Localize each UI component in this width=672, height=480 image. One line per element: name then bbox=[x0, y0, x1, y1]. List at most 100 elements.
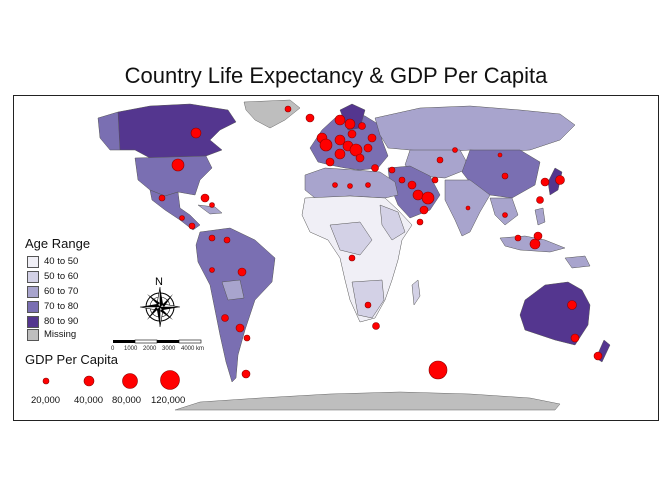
gdp-bubble-thailand bbox=[502, 212, 508, 218]
gdp-bubble-botswana bbox=[364, 301, 372, 309]
gdp-bubble-libya bbox=[347, 183, 353, 189]
australia bbox=[519, 281, 591, 346]
gdp-bubble-egypt bbox=[365, 182, 371, 188]
gdp-legend-bubble-40000 bbox=[83, 375, 95, 387]
scale-label: 1000 bbox=[124, 346, 138, 352]
caribbean bbox=[197, 204, 223, 215]
gdp-bubble-gabon bbox=[348, 254, 356, 262]
southern-africa bbox=[351, 279, 385, 319]
gdp-bubble-canada bbox=[190, 127, 202, 139]
scale-label: 2000 bbox=[143, 346, 157, 352]
scale-bar bbox=[113, 339, 202, 344]
age-legend-label: Missing bbox=[44, 329, 77, 340]
japan bbox=[547, 167, 563, 196]
gdp-bubble-india bbox=[465, 205, 471, 211]
gdp-bubble-poland bbox=[367, 133, 377, 143]
gdp-bubble-greenland bbox=[284, 105, 292, 113]
philippines bbox=[534, 207, 546, 226]
gdp-bubble-singapore bbox=[529, 238, 541, 250]
gdp-bubble-china bbox=[501, 172, 509, 180]
gdp-bubble-malaysia bbox=[514, 234, 522, 242]
gdp-bubble-ireland bbox=[319, 138, 333, 152]
central-asia bbox=[404, 149, 471, 179]
age-legend: 40 to 50 50 to 60 60 to 70 70 to 80 80 t… bbox=[27, 256, 147, 342]
north-label: N bbox=[155, 276, 163, 288]
age-legend-row: Missing bbox=[27, 329, 147, 341]
age-legend-row: 80 to 90 bbox=[27, 316, 147, 328]
gdp-bubble-ocean bbox=[428, 360, 448, 380]
age-swatch bbox=[27, 301, 39, 313]
gdp-bubble-usa bbox=[171, 158, 185, 172]
central-africa bbox=[329, 221, 373, 256]
gdp-bubble-taiwan bbox=[536, 196, 544, 204]
age-swatch bbox=[27, 271, 39, 283]
gdp-bubble-turkey bbox=[388, 166, 396, 174]
scale-label: 4000 km bbox=[181, 346, 205, 352]
gdp-bubble-oman bbox=[416, 218, 424, 226]
gdp-bubble-australia bbox=[567, 300, 577, 310]
usa bbox=[134, 155, 213, 197]
age-swatch bbox=[27, 316, 39, 328]
gdp-bubble-uruguay bbox=[243, 334, 251, 342]
gdp-bubble-iran bbox=[431, 176, 439, 184]
gdp-bubble-italy bbox=[355, 153, 365, 163]
gdp-bubble-kuwait bbox=[407, 180, 417, 190]
russia bbox=[374, 105, 576, 153]
gdp-legend-title: GDP Per Capita bbox=[25, 352, 118, 367]
gdp-bubble-new-zealand bbox=[593, 351, 603, 361]
gdp-bubble-finland bbox=[358, 122, 366, 130]
gdp-legend-bubble-120000 bbox=[160, 370, 180, 390]
gdp-legend-label: 20,000 bbox=[31, 395, 61, 406]
gdp-bubble-cuba bbox=[200, 193, 210, 203]
gdp-bubble-france bbox=[334, 148, 346, 160]
east-africa bbox=[379, 204, 406, 241]
age-legend-label: 50 to 60 bbox=[44, 271, 79, 282]
canada bbox=[109, 103, 237, 159]
gdp-legend-label: 80,000 bbox=[112, 395, 142, 406]
gdp-bubble-israel bbox=[398, 176, 406, 184]
gdp-bubble-mexico bbox=[158, 194, 166, 202]
gdp-bubble-central-america bbox=[179, 215, 185, 221]
antarctica bbox=[174, 391, 561, 411]
gdp-legend-bubble-80000 bbox=[122, 373, 138, 389]
gdp-bubble-spain bbox=[325, 157, 335, 167]
gdp-bubble-qatar bbox=[421, 191, 435, 205]
gdp-bubble-venezuela bbox=[223, 236, 231, 244]
gdp-legend-bubbles bbox=[42, 370, 180, 390]
south-america bbox=[195, 227, 276, 383]
madagascar bbox=[411, 279, 421, 306]
gdp-bubble-falklands bbox=[241, 369, 251, 379]
gdp-bubble-russia bbox=[452, 147, 458, 153]
gdp-bubble-denmark bbox=[347, 129, 357, 139]
gdp-bubble-algeria bbox=[332, 182, 338, 188]
gdp-legend-label: 40,000 bbox=[74, 395, 104, 406]
scale-label: 0 bbox=[111, 346, 115, 352]
age-legend-label: 70 to 80 bbox=[44, 301, 79, 312]
gdp-bubble-caribbean bbox=[209, 202, 215, 208]
map-title: Country Life Expectancy & GDP Per Capita bbox=[124, 63, 548, 88]
north-arrow bbox=[139, 286, 181, 328]
age-legend-label: 40 to 50 bbox=[44, 256, 79, 267]
age-swatch bbox=[27, 286, 39, 298]
gdp-bubble-norway bbox=[334, 114, 346, 126]
age-legend-row: 50 to 60 bbox=[27, 271, 147, 283]
age-legend-label: 80 to 90 bbox=[44, 316, 79, 327]
alaska bbox=[97, 111, 121, 151]
gdp-legend-bubble-20000 bbox=[42, 377, 50, 385]
gdp-bubble-saudi-arabia bbox=[412, 189, 424, 201]
age-legend-row: 60 to 70 bbox=[27, 286, 147, 298]
gdp-bubble-sweden bbox=[344, 118, 356, 130]
gdp-bubble-kazakhstan bbox=[436, 156, 444, 164]
age-legend-title: Age Range bbox=[25, 236, 91, 251]
gdp-bubble-austria bbox=[363, 143, 373, 153]
gdp-bubble-japan bbox=[555, 175, 565, 185]
papua-new-guinea bbox=[564, 255, 591, 269]
gdp-bubble-netherlands bbox=[334, 134, 346, 146]
southeast-asia bbox=[489, 197, 519, 226]
gdp-bubble-mongolia bbox=[497, 152, 503, 158]
age-legend-row: 70 to 80 bbox=[27, 301, 147, 313]
gdp-bubble-brazil bbox=[237, 267, 247, 277]
age-swatch bbox=[27, 329, 39, 341]
map-frame bbox=[13, 95, 659, 421]
gdp-bubble-brunei bbox=[533, 231, 543, 241]
